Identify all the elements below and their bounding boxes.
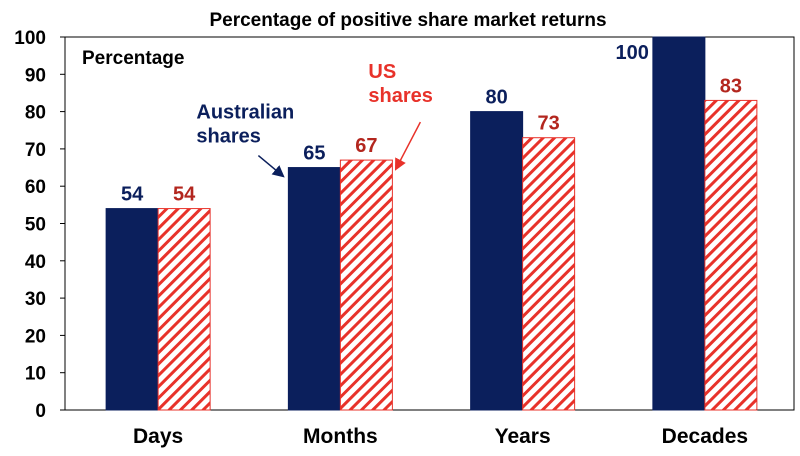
y-axis-label: Percentage bbox=[82, 48, 184, 69]
y-tick-label: 30 bbox=[25, 289, 46, 310]
value-label: 83 bbox=[720, 75, 742, 97]
x-tick-label: Months bbox=[303, 425, 378, 448]
chart-title: Percentage of positive share market retu… bbox=[209, 10, 606, 31]
value-label: 80 bbox=[486, 87, 508, 109]
bar-us-decades bbox=[704, 99, 758, 411]
y-tick-label: 10 bbox=[25, 364, 46, 385]
bar-us-months bbox=[339, 159, 393, 411]
y-tick-label: 90 bbox=[25, 65, 46, 86]
y-axis: 0 10 20 30 40 50 60 70 80 90 100 bbox=[14, 28, 65, 422]
bars: 54 54 65 67 80 73 100 83 bbox=[105, 36, 758, 411]
y-tick-label: 50 bbox=[25, 215, 46, 236]
value-label: 65 bbox=[303, 143, 325, 165]
y-tick-label: 0 bbox=[35, 401, 46, 422]
bar-us-days bbox=[157, 208, 211, 411]
bar-australian-years bbox=[470, 111, 524, 411]
bar-australian-decades bbox=[652, 36, 706, 411]
y-tick-label: 70 bbox=[25, 140, 46, 161]
y-tick-label: 20 bbox=[25, 326, 46, 347]
value-label: 54 bbox=[173, 184, 196, 206]
x-tick-label: Days bbox=[133, 425, 183, 448]
x-tick-label: Years bbox=[495, 425, 551, 448]
annotation-arrow bbox=[257, 154, 285, 178]
bar-us-years bbox=[522, 137, 576, 411]
australian-shares-annotation: Australian shares bbox=[196, 102, 294, 148]
y-tick-label: 100 bbox=[14, 28, 46, 49]
y-tick-label: 40 bbox=[25, 252, 46, 273]
value-label: 73 bbox=[538, 113, 560, 135]
y-tick-label: 80 bbox=[25, 103, 46, 124]
x-tick-label: Decades bbox=[662, 425, 748, 448]
us-shares-annotation: US shares bbox=[368, 61, 433, 107]
annotations: Australian shares US shares bbox=[196, 61, 433, 178]
annotation-arrow bbox=[394, 121, 422, 171]
value-label: 100 bbox=[616, 42, 649, 64]
value-label: 67 bbox=[355, 135, 377, 157]
x-axis: Days Months Years Decades bbox=[133, 425, 748, 448]
value-label: 54 bbox=[121, 184, 144, 206]
bar-australian-days bbox=[105, 208, 159, 411]
bar-australian-months bbox=[287, 167, 341, 411]
y-tick-label: 60 bbox=[25, 177, 46, 198]
